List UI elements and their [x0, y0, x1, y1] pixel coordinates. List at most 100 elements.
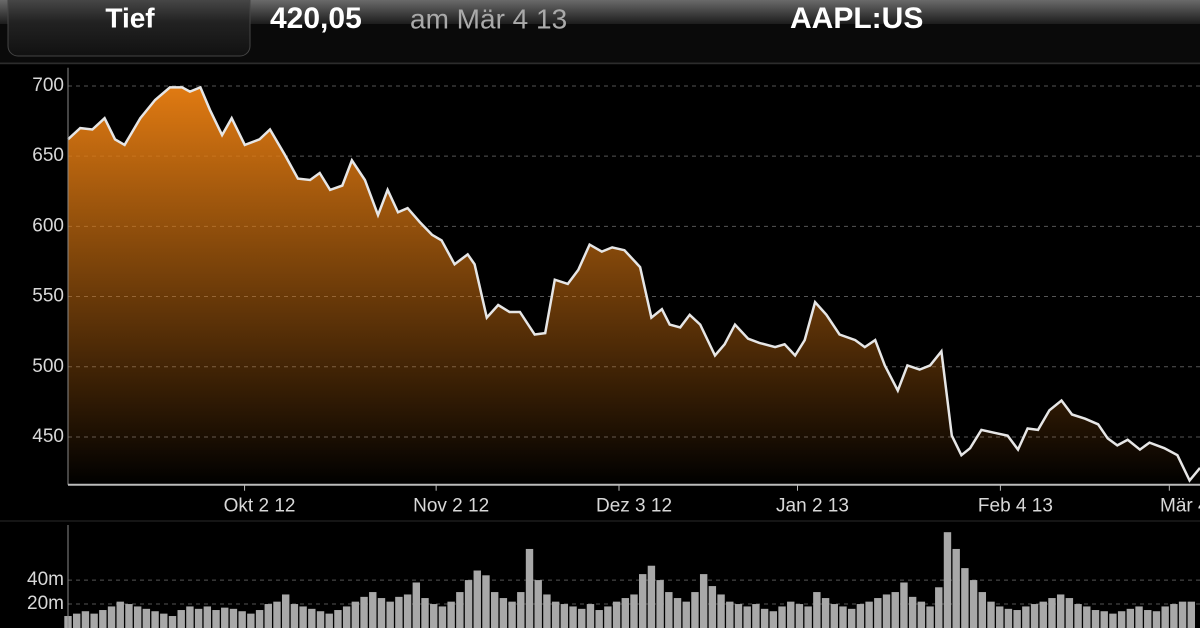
volume-bar: [229, 608, 238, 628]
volume-bar: [769, 611, 778, 628]
y-tick-label: 600: [32, 215, 64, 236]
volume-bar: [1187, 601, 1195, 628]
button-label[interactable]: Tief: [105, 2, 155, 33]
volume-bar: [482, 575, 490, 628]
volume-bar: [656, 580, 664, 628]
volume-bar: [1152, 611, 1161, 628]
volume-bar: [1074, 604, 1082, 628]
x-tick-label: Nov 2 12: [413, 496, 489, 517]
volume-bar: [377, 598, 386, 628]
volume-bar: [334, 610, 342, 628]
volume-bar: [743, 606, 751, 628]
x-tick-label: Feb 4 13: [978, 496, 1053, 517]
volume-bar: [821, 598, 830, 628]
volume-bar: [1135, 606, 1143, 628]
volume-bar: [682, 601, 690, 628]
volume-bar: [630, 594, 638, 628]
y-tick-label: 450: [32, 426, 64, 447]
volume-bar: [456, 592, 464, 628]
volume-bar: [386, 601, 394, 628]
price-line: [67, 85, 1200, 483]
volume-bar: [316, 611, 325, 628]
volume-bar: [473, 570, 481, 628]
volume-bar: [90, 613, 98, 628]
volume-bar: [830, 604, 838, 628]
x-tick-label: Dez 3 12: [596, 496, 672, 517]
volume-bar: [203, 606, 212, 628]
volume-bar: [891, 592, 899, 628]
volume-bar: [612, 601, 621, 628]
volume-bar: [212, 610, 220, 628]
volume-bar: [464, 580, 473, 628]
volume-bar: [560, 604, 569, 628]
volume-bar: [403, 594, 412, 628]
volume-bar: [430, 604, 438, 628]
volume-bar: [421, 598, 429, 628]
volume-bar: [525, 548, 534, 628]
volume-bar: [943, 532, 952, 628]
volume-bar: [996, 606, 1004, 628]
volume-bar: [1065, 598, 1074, 628]
volume-bar: [186, 606, 194, 628]
volume-bar: [107, 606, 116, 628]
y-tick-label: 650: [32, 145, 64, 166]
volume-bar: [412, 582, 421, 628]
volume-bar: [490, 592, 499, 628]
volume-bar: [73, 613, 81, 628]
volume-bar: [308, 608, 316, 628]
volume-bar: [325, 613, 333, 628]
x-tick-label: Okt 2 12: [224, 496, 296, 517]
volume-bar: [952, 548, 960, 628]
volume-bar: [517, 592, 525, 628]
volume-bar: [1117, 611, 1126, 628]
volume-bar: [961, 568, 969, 628]
volume-bar: [194, 608, 203, 628]
y-tick-label: 40m: [27, 569, 64, 590]
volume-bar: [708, 586, 717, 628]
volume-bar: [1170, 604, 1178, 628]
volume-bar: [290, 604, 299, 628]
volume-bar: [578, 608, 586, 628]
volume-bar: [499, 598, 508, 628]
volume-bar: [1100, 611, 1108, 628]
volume-bar: [839, 606, 847, 628]
volume-bar: [604, 606, 612, 628]
volume-bar: [447, 601, 455, 628]
volume-bar: [908, 596, 917, 628]
volume-bar: [673, 598, 682, 628]
volume-bar: [760, 608, 769, 628]
volume-bar: [342, 606, 351, 628]
volume-bar: [247, 613, 255, 628]
volume-bar: [551, 601, 560, 628]
volume-bar: [1178, 601, 1187, 628]
volume-bar: [874, 598, 882, 628]
volume-bar: [125, 604, 133, 628]
volume-bar: [804, 606, 812, 628]
volume-bar: [1039, 601, 1047, 628]
volume-bar: [116, 601, 124, 628]
volume-bar: [99, 610, 107, 628]
volume-bar: [360, 596, 368, 628]
volume-bar: [1022, 606, 1030, 628]
volume-bar: [882, 594, 891, 628]
volume-bar: [395, 596, 403, 628]
volume-bar: [691, 592, 699, 628]
volume-bar: [969, 580, 978, 628]
volume-bar: [81, 611, 90, 628]
volume-bar: [900, 582, 908, 628]
volume-bar: [1083, 606, 1091, 628]
volume-bar: [1126, 608, 1135, 628]
x-tick-label: Jan 2 13: [776, 496, 849, 517]
volume-bar: [1109, 613, 1117, 628]
volume-bar: [543, 594, 551, 628]
tief-button[interactable]: [7, 0, 251, 57]
volume-bar: [1091, 610, 1100, 628]
volume-bar: [569, 606, 577, 628]
x-tick-label: Mär 4: [1160, 496, 1200, 517]
volume-bar: [221, 607, 229, 628]
volume-bar: [699, 574, 708, 628]
volume-bar: [1030, 604, 1039, 628]
volume-bar: [595, 610, 603, 628]
